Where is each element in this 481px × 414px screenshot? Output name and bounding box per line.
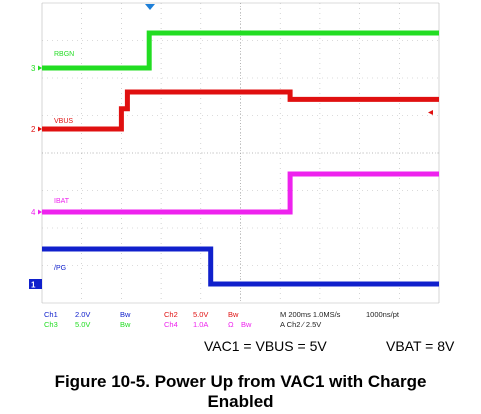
settings-row2-cell: Ω [228,320,234,329]
condition-vbat: VBAT = 8V [386,338,455,354]
test-conditions: VAC1 = VBUS = 5V VBAT = 8V [0,338,481,358]
trace-label-group: RBGN VBUS IBAT/PG [54,51,74,272]
settings-row2-cell: Ch3 [44,320,58,329]
settings-row1-cell: 5.0V [193,310,208,319]
trace-ibat [42,171,439,215]
trace-group [42,30,439,287]
channel-marker: 3 [31,64,36,73]
trace-label: /PG [54,265,66,272]
settings-row2-cell: A Ch2 ∕ 2.5V [280,320,321,329]
channel-marker: 1 [31,281,36,290]
channel-marker-group: 3 2 4 1 [29,4,433,290]
trace-label: IBAT [54,198,70,205]
settings-row1-cell: Bw [120,310,131,319]
channel-marker-arrow [38,209,42,215]
trigger-level-marker [428,110,433,115]
figure-caption: Figure 10-5. Power Up from VAC1 with Cha… [0,372,481,412]
channel-marker: 4 [31,208,36,217]
channel-marker-arrow [38,65,42,71]
trace-pg [42,246,439,287]
settings-row2-cell: 1.0A [193,320,208,329]
settings-row1-cell: Ch1 [44,310,58,319]
trigger-position-marker [145,4,155,10]
channel-marker: 2 [31,125,36,134]
figure-caption-line-1: Figure 10-5. Power Up from VAC1 with Cha… [54,372,427,391]
trace-label: RBGN [54,51,74,58]
plot-grid [41,2,440,304]
scope-settings-readout: Ch1 2.0V Bw Ch2 5.0V Bw M 200ms 1.0MS/s 1000ns/… [44,310,400,329]
settings-row2-cell: Ch4 [164,320,178,329]
settings-row1-cell: Bw [228,310,239,319]
settings-row2-cell: Bw [241,320,252,329]
trace-vbus [42,89,439,132]
trace-rbgn [42,30,439,71]
figure-caption-line-2: Enabled [207,392,274,411]
settings-row1-cell: 2.0V [75,310,90,319]
settings-row1-cell: M 200ms 1.0MS/s [280,310,341,319]
oscilloscope-plot: RBGN VBUS IBAT/PG 3 2 4 1 Ch1 2.0V Bw Ch2 5.0V Bw M… [29,2,440,329]
channel-marker-arrow [38,126,42,132]
trace-label: VBUS [54,118,73,125]
condition-vac-vbus: VAC1 = VBUS = 5V [204,338,327,354]
channel-marker-box [29,279,42,289]
settings-row2-cell: 5.0V [75,320,90,329]
settings-row2-cell: Bw [120,320,131,329]
settings-row1-cell: Ch2 [164,310,178,319]
settings-row1-cell: 1000ns/pt [366,310,400,319]
